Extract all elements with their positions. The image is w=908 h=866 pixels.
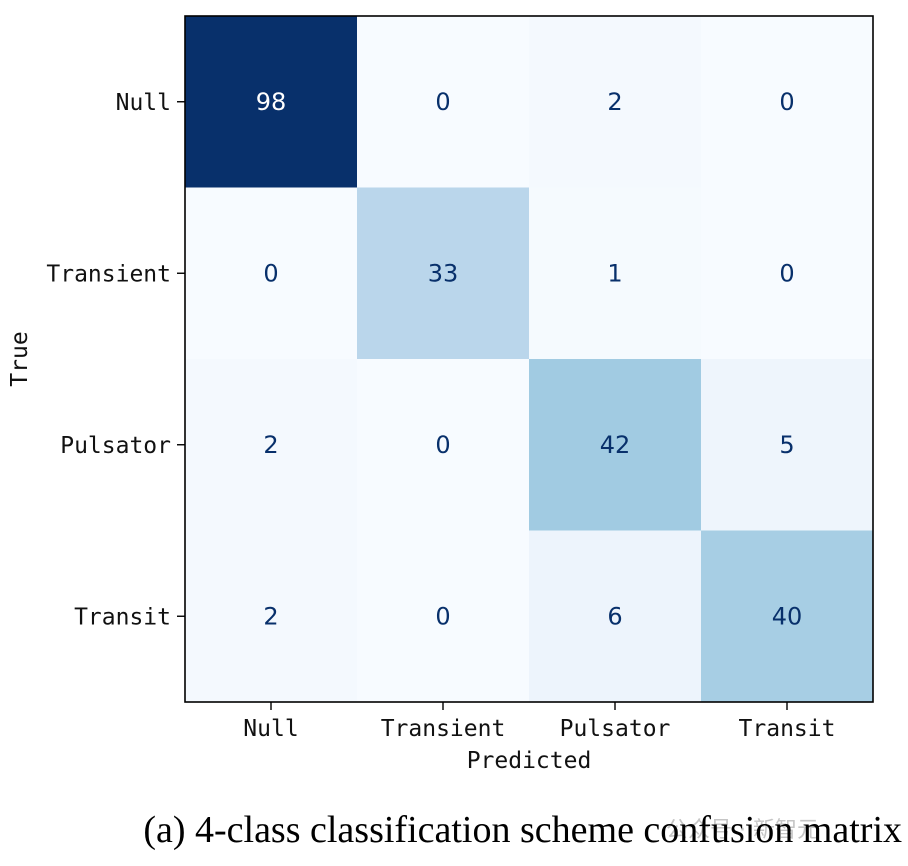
cell-value-label: 5 [779,431,794,459]
heatmap-cell [529,187,702,360]
cell-value-label: 33 [428,259,459,287]
cell-value-label: 0 [435,431,450,459]
cell-value-label: 0 [435,88,450,116]
cell-value-label: 0 [779,259,794,287]
x-tick-label: Pulsator [560,716,671,742]
heatmap-cell [185,16,358,188]
heatmap-cell [357,530,530,703]
heatmap-cell [185,187,358,360]
heatmap-cell-values: 98 0 2 0 0 33 1 0 2 0 42 5 2 0 6 40 [256,88,803,631]
y-tick-label: Pulsator [60,433,171,459]
heatmap-cells [185,16,874,703]
heatmap-cell [185,359,358,531]
cell-value-label: 2 [263,431,278,459]
cell-value-label: 42 [600,431,631,459]
plot-frame [184,15,874,703]
figure-caption: (a) 4-class classification scheme confus… [143,809,902,851]
x-tick-label: Null [243,716,298,742]
y-tick-label: Transit [74,604,171,630]
cell-value-label: 0 [779,88,794,116]
x-tick-label: Transient [381,716,506,742]
cell-value-label: 0 [435,602,450,630]
y-tick-label: Null [116,90,171,116]
cell-value-label: 2 [607,88,622,116]
x-tick-label: Transit [739,716,836,742]
heatmap-cell [701,359,874,531]
heatmap-cell [529,530,702,703]
cell-value-label: 0 [263,259,278,287]
heatmap-cell [529,359,702,531]
heatmap-cell [701,187,874,360]
y-axis-label: True [7,331,33,386]
watermark: 公众号 · 新智元 [666,818,819,843]
cell-value-label: 40 [772,602,803,630]
x-axis-label: Predicted [467,748,592,774]
heatmap-cell [701,16,874,188]
heatmap-cell [185,530,358,703]
cell-value-label: 98 [256,88,287,116]
cell-value-label: 1 [607,259,622,287]
cell-value-label: 6 [607,602,622,630]
cell-value-label: 2 [263,602,278,630]
x-axis-ticks: Null Transient Pulsator Transit [243,702,835,742]
heatmap-cell [357,359,530,531]
heatmap-cell [701,530,874,703]
y-tick-label: Transient [46,261,171,287]
y-axis-ticks: Null Transient Pulsator Transit [46,90,185,630]
heatmap-cell [529,16,702,188]
heatmap-cell [357,16,530,188]
heatmap-cell [357,187,530,360]
